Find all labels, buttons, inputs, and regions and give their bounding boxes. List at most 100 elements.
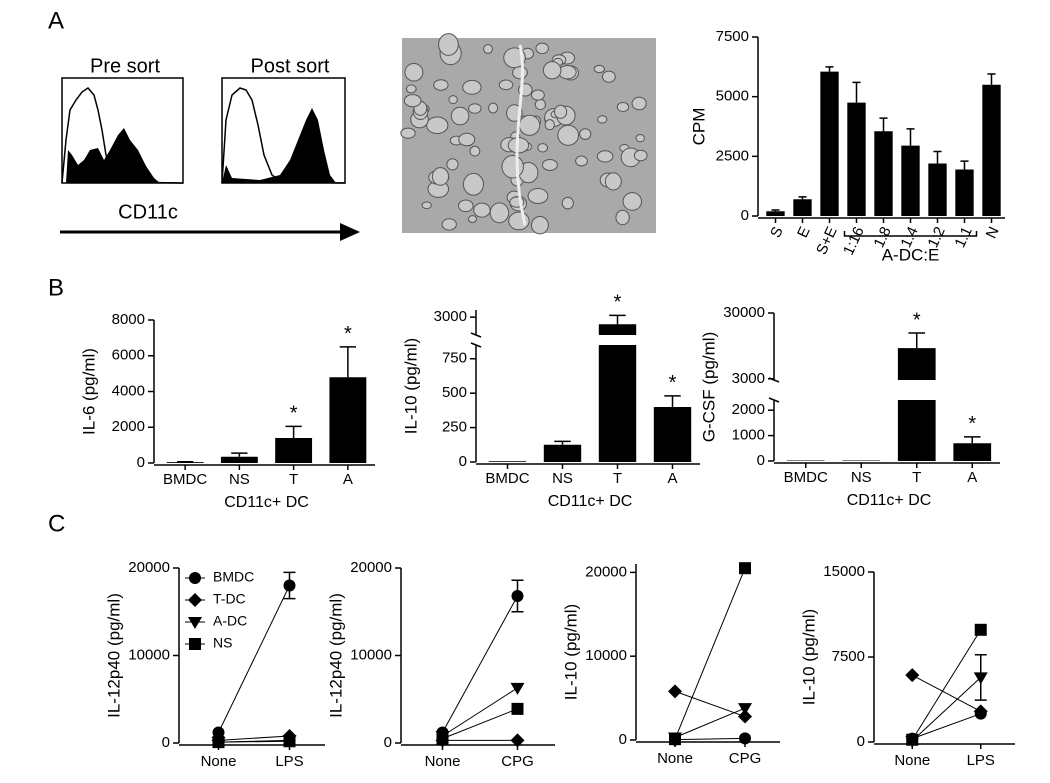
y-axis-label: G-CSF (pg/ml) <box>699 332 718 443</box>
series-line <box>218 585 290 733</box>
y-tick-label: 0 <box>459 453 467 470</box>
cell <box>593 64 605 74</box>
series-line <box>674 690 746 718</box>
error-bar <box>771 209 780 212</box>
bar <box>766 211 785 216</box>
cell <box>469 145 481 157</box>
flow-open <box>221 87 346 184</box>
cell <box>561 196 574 210</box>
cell <box>553 104 568 119</box>
series-line <box>912 713 981 740</box>
cell <box>426 116 449 135</box>
panel-label: A <box>48 7 64 34</box>
x-tick-label: BMDC <box>784 469 828 486</box>
cell <box>633 149 648 162</box>
series-line <box>674 568 746 740</box>
y-tick-label: 0 <box>857 733 865 750</box>
cell <box>450 106 470 126</box>
y-tick-label: 10000 <box>350 646 392 663</box>
x-tick-label: None <box>201 753 237 770</box>
series-line <box>442 595 518 733</box>
legend-label: NS <box>213 635 232 651</box>
y-tick-label: 0 <box>137 454 145 471</box>
error-bar <box>664 395 681 407</box>
flow-open <box>61 87 184 184</box>
cell <box>457 199 474 213</box>
significance: * <box>614 292 622 314</box>
series-line <box>674 737 746 741</box>
series-line <box>911 677 982 742</box>
x-tick-label: None <box>425 753 461 770</box>
y-tick-label: 8000 <box>112 311 145 328</box>
x-axis-label: CD11c+ DC <box>847 492 932 509</box>
x-tick-label: S <box>767 224 787 240</box>
cell <box>544 119 555 131</box>
cell <box>596 150 614 163</box>
y-tick-label: 4000 <box>112 382 145 399</box>
cell <box>403 94 422 108</box>
bar <box>786 460 825 461</box>
x-tick-label: 1:1 <box>951 224 975 250</box>
x-tick-label: A <box>667 470 677 487</box>
marker <box>511 702 524 715</box>
marker <box>510 733 525 748</box>
error-bar <box>798 196 807 200</box>
cell <box>458 132 476 147</box>
cell <box>557 124 580 146</box>
marker <box>212 736 225 749</box>
cell <box>602 70 616 83</box>
x-tick-label: NS <box>229 471 250 488</box>
bar <box>653 406 692 462</box>
cell <box>431 167 450 186</box>
axis-break <box>768 397 780 403</box>
y-tick-label: 10000 <box>128 646 170 663</box>
y-tick-label: 20000 <box>585 563 627 580</box>
cell <box>541 158 558 171</box>
x-tick-label: N <box>983 224 1003 241</box>
series-line <box>442 687 518 737</box>
y-tick-label: 2000 <box>732 401 765 418</box>
series-line <box>442 708 518 740</box>
bar <box>275 437 313 463</box>
y-tick-label: 2500 <box>716 147 749 164</box>
y-tick-label: 30000 <box>723 304 765 321</box>
error-bar <box>960 160 969 170</box>
cell-process <box>515 44 527 226</box>
y-axis-label: CPM <box>689 108 708 146</box>
marker <box>906 733 919 746</box>
flow-histograms: Pre sort Post sort CD11c <box>60 55 360 241</box>
error-bar <box>963 436 981 444</box>
x-tick-label: CPG <box>729 750 762 767</box>
panel-label: B <box>48 274 64 301</box>
error-bar <box>987 73 996 85</box>
cell <box>405 84 417 94</box>
marker <box>511 590 524 602</box>
bar <box>220 456 258 463</box>
bar <box>793 199 812 216</box>
significance: * <box>669 372 677 394</box>
marker <box>739 732 751 745</box>
cell <box>501 154 524 179</box>
cell <box>537 143 549 153</box>
y-tick-label: 15000 <box>823 563 865 580</box>
marker <box>283 579 296 592</box>
error-bar <box>825 66 834 72</box>
flow-filled <box>222 108 336 183</box>
y-axis-label: IL-10 (pg/ml) <box>561 604 580 700</box>
error-bar <box>554 440 571 445</box>
legend-marker <box>189 572 201 584</box>
y-tick-label: 500 <box>442 384 467 401</box>
cell <box>530 215 549 235</box>
y-tick-label: 6000 <box>112 347 145 364</box>
flow-title: Pre sort <box>90 55 160 77</box>
significance: * <box>913 309 921 331</box>
y-tick-label: 5000 <box>716 88 749 105</box>
cell <box>467 215 478 223</box>
flow-axis-label: CD11c <box>118 201 178 223</box>
series-line <box>674 707 746 738</box>
x-tick-label: A <box>967 469 977 486</box>
cell <box>604 172 622 191</box>
x-tick-label: BMDC <box>163 471 207 488</box>
y-tick-label: 7500 <box>716 28 749 45</box>
